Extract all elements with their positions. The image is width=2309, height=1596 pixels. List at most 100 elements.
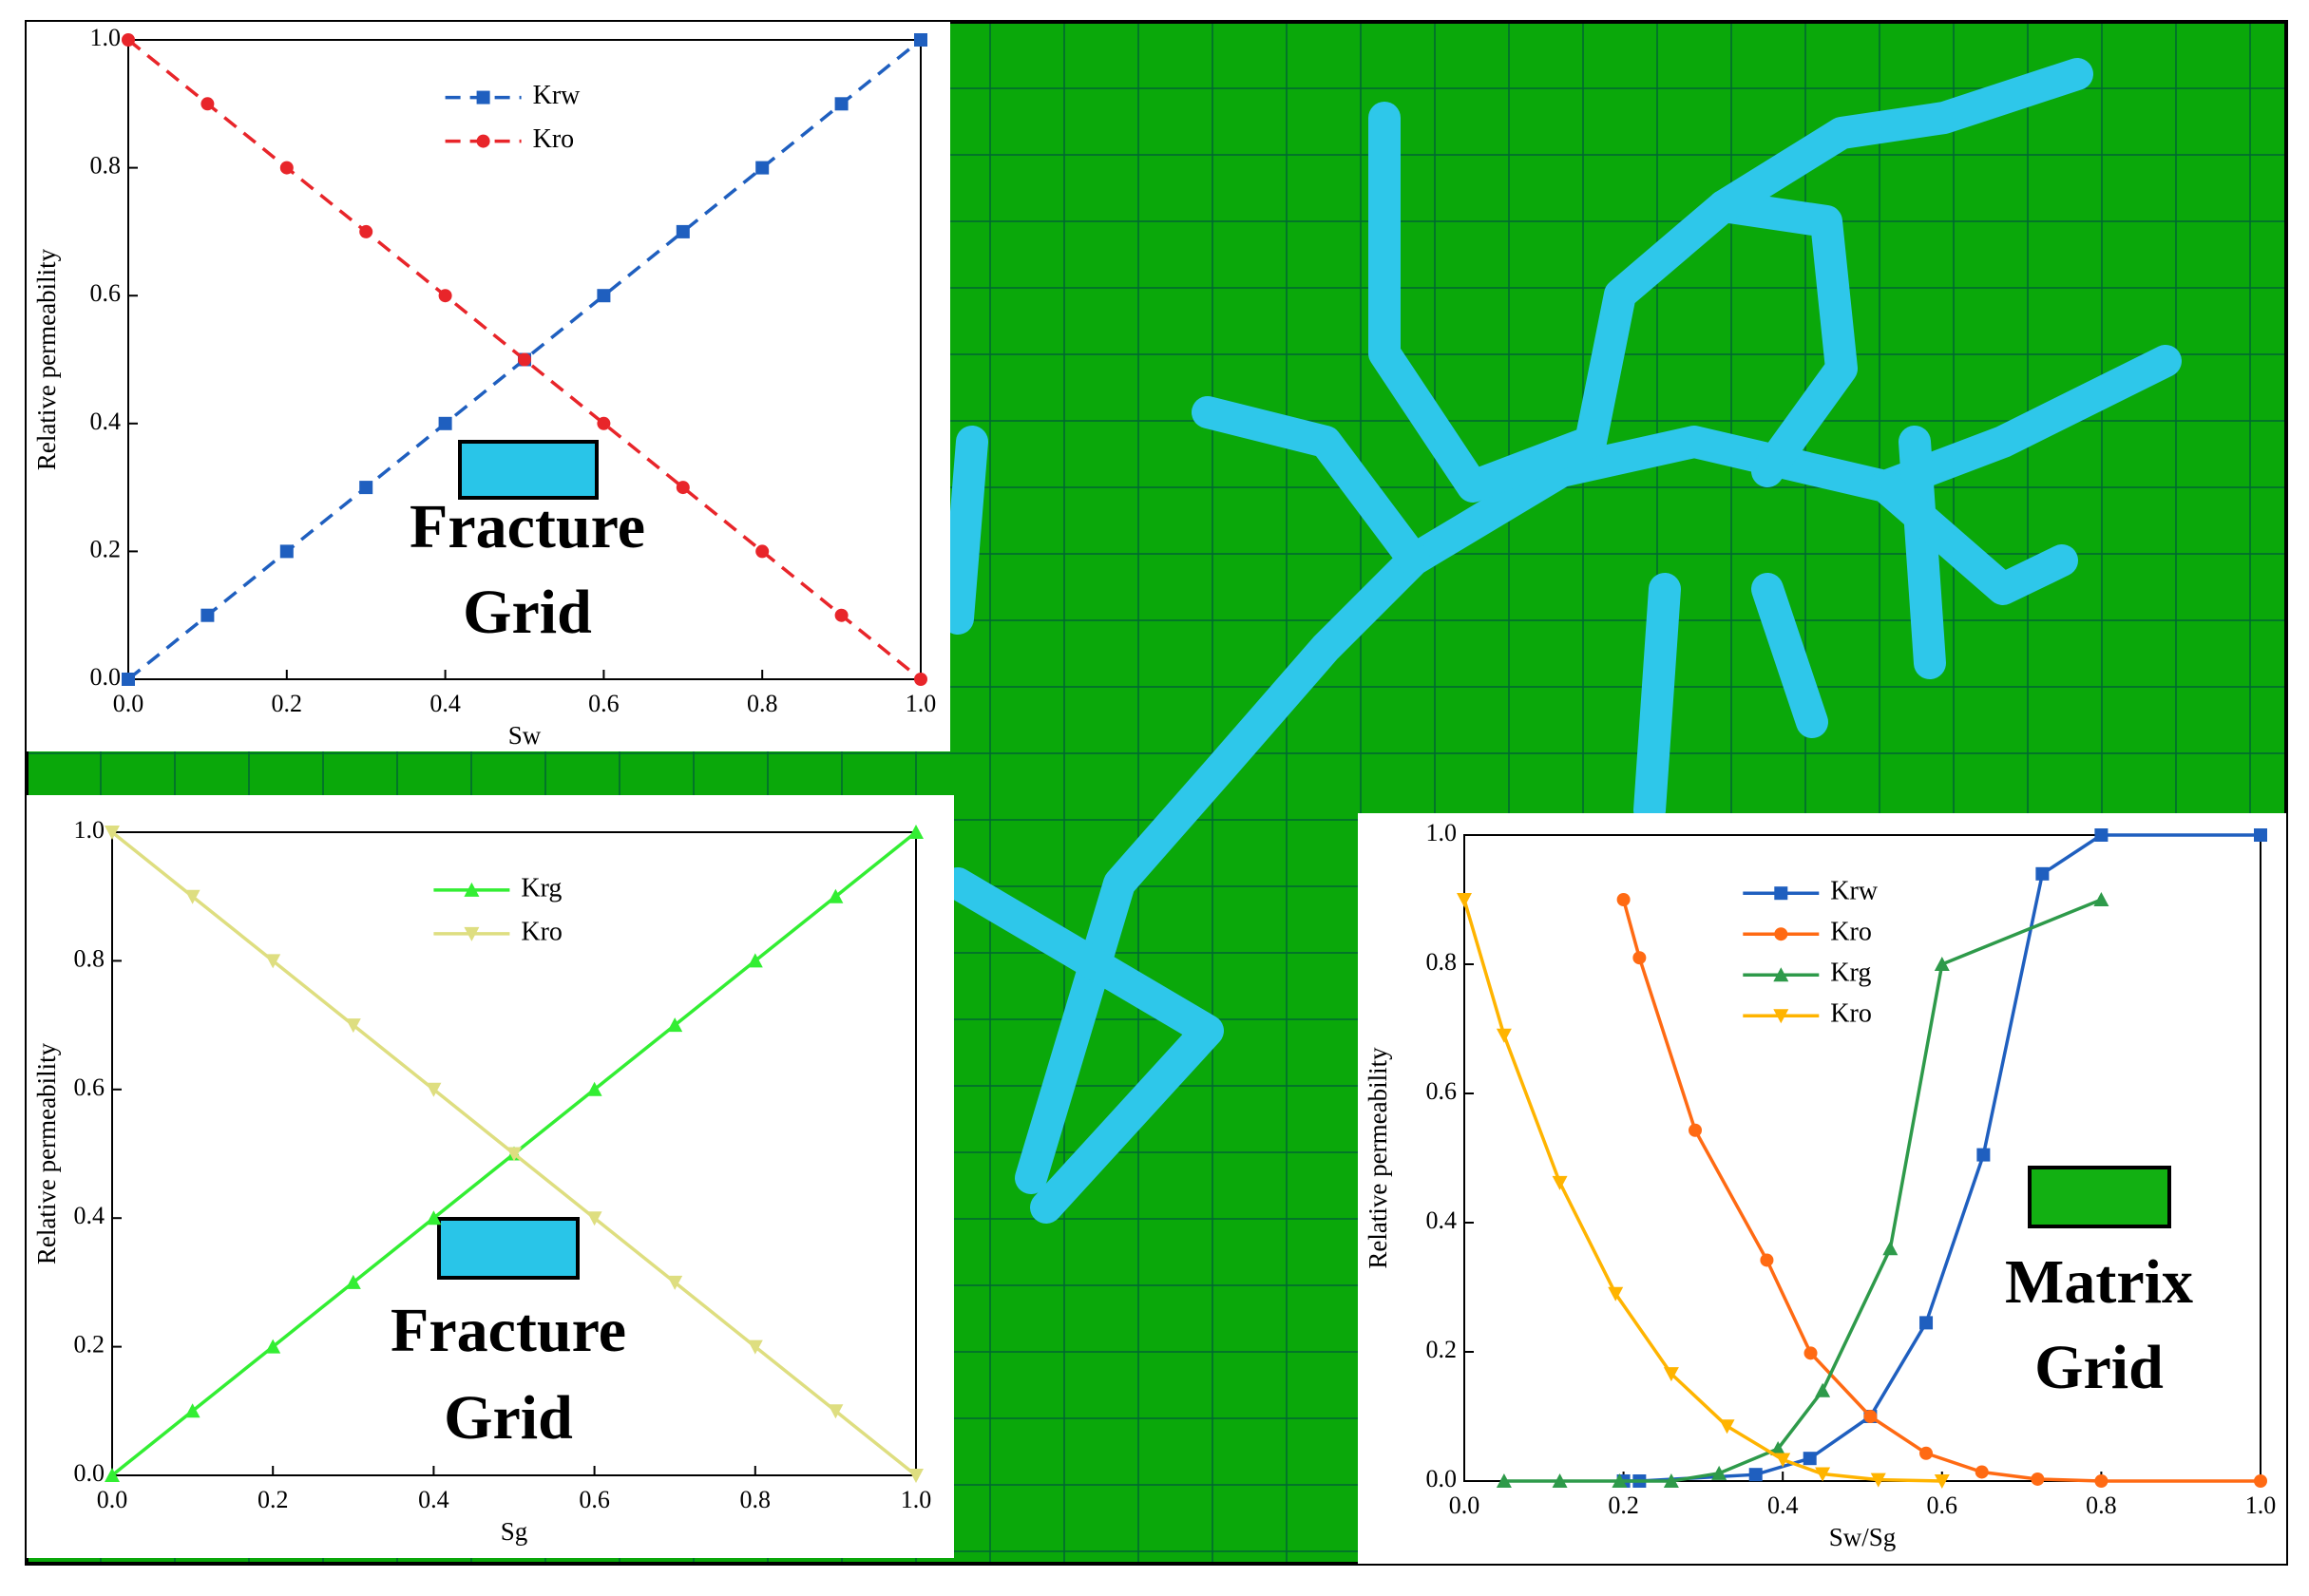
y-tick-label: 1.0 — [90, 24, 122, 51]
marker — [828, 1404, 844, 1419]
x-tick-label: 1.0 — [2245, 1492, 2277, 1519]
legend-label: Kro — [1830, 999, 1872, 1029]
annotation-text: Fracture — [410, 492, 645, 561]
y-tick-label: 0.4 — [90, 408, 122, 435]
marker — [122, 673, 135, 686]
legend-marker — [464, 882, 480, 897]
marker — [1552, 1175, 1568, 1190]
marker — [676, 224, 690, 238]
x-axis-label: Sw — [508, 721, 542, 750]
annotation-swatch — [2028, 1166, 2171, 1228]
fracture — [1633, 573, 1681, 826]
marker — [1632, 951, 1647, 965]
marker — [506, 1147, 522, 1162]
marker — [1608, 1286, 1624, 1302]
y-tick-label: 0.0 — [1426, 1465, 1458, 1492]
marker — [1770, 1441, 1786, 1455]
x-tick-label: 0.6 — [1927, 1492, 1958, 1519]
marker — [1863, 1410, 1878, 1423]
marker — [667, 1275, 683, 1290]
marker — [1711, 1465, 1727, 1480]
y-tick-label: 0.0 — [74, 1459, 105, 1487]
x-tick-label: 0.0 — [97, 1486, 128, 1513]
marker — [1815, 1467, 1831, 1482]
marker — [359, 481, 373, 495]
x-tick-label: 0.2 — [272, 690, 303, 717]
marker — [1882, 1241, 1899, 1256]
annotation-text: Grid — [444, 1383, 573, 1453]
marker — [1934, 957, 1950, 971]
x-tick-label: 0.4 — [418, 1486, 449, 1513]
marker — [265, 1339, 281, 1354]
x-tick-label: 1.0 — [906, 690, 937, 717]
plot-frame — [127, 39, 922, 680]
marker — [1803, 1452, 1817, 1466]
marker — [834, 608, 849, 622]
x-tick-label: 0.8 — [740, 1486, 772, 1513]
annotation-text: Grid — [463, 578, 592, 647]
legend-label: Kro — [1830, 918, 1872, 947]
marker — [2035, 866, 2050, 881]
y-axis-label: Relative permeability — [1364, 1047, 1392, 1269]
legend-marker — [476, 90, 490, 104]
marker — [1719, 1419, 1735, 1434]
marker — [676, 481, 690, 495]
annotation-text: Fracture — [391, 1296, 626, 1365]
fracture — [942, 867, 1224, 1224]
legend-label: Krg — [1830, 959, 1871, 988]
annotation-swatch — [458, 440, 599, 500]
marker — [755, 544, 770, 559]
marker — [518, 352, 531, 367]
annotation-text: Matrix — [2005, 1247, 2193, 1317]
y-tick-label: 0.0 — [90, 663, 122, 691]
marker — [105, 826, 120, 840]
marker — [2031, 1472, 2045, 1486]
y-tick-label: 0.2 — [90, 535, 122, 562]
y-axis-label: Relative permeability — [32, 1042, 61, 1264]
marker — [1457, 893, 1472, 907]
marker — [200, 608, 215, 622]
x-tick-label: 0.2 — [1608, 1492, 1639, 1519]
legend-marker — [1774, 927, 1788, 941]
marker — [359, 224, 373, 238]
series-line — [1462, 899, 1942, 1483]
marker — [105, 1468, 120, 1482]
marker — [1803, 1346, 1818, 1360]
fracture — [1015, 345, 2182, 1194]
x-tick-label: 0.6 — [579, 1486, 610, 1513]
legend-label: Kro — [521, 917, 563, 946]
fracture — [1708, 58, 2093, 222]
marker — [2254, 1474, 2267, 1488]
x-tick-label: 0.0 — [1449, 1492, 1480, 1519]
legend-marker — [464, 926, 480, 941]
x-tick-label: 0.2 — [258, 1486, 289, 1513]
marker — [265, 954, 281, 969]
x-tick-label: 0.4 — [1767, 1492, 1799, 1519]
fracture — [1899, 426, 1946, 679]
marker — [1760, 1253, 1774, 1267]
y-tick-label: 0.6 — [74, 1074, 105, 1101]
x-axis-label: Sw/Sg — [1829, 1523, 1897, 1551]
chart-panel: 0.0 0.2 0.4 0.6 0.8 1.0 0.0 0.2 0.4 0.6 0.8 1.0 Sw Re… — [27, 22, 950, 751]
fracture-network — [942, 58, 2182, 1224]
legend-label: Krw — [1830, 877, 1879, 906]
marker — [597, 289, 611, 303]
legend-marker — [1774, 886, 1788, 901]
marker — [1496, 1473, 1512, 1488]
series-line — [1503, 898, 2103, 1483]
y-tick-label: 0.6 — [1426, 1077, 1458, 1105]
legend-label: Kro — [533, 124, 575, 154]
marker — [438, 289, 452, 303]
fracture — [1751, 573, 1828, 738]
x-tick-label: 0.8 — [747, 690, 778, 717]
marker — [1975, 1465, 1989, 1479]
x-tick-label: 0.6 — [588, 690, 620, 717]
marker — [2094, 1474, 2109, 1488]
legend-label: Krg — [521, 873, 562, 902]
legend-marker — [1773, 1009, 1789, 1024]
marker — [1976, 1148, 1991, 1162]
x-tick-label: 0.8 — [2086, 1492, 2117, 1519]
annotation-swatch — [437, 1217, 580, 1280]
